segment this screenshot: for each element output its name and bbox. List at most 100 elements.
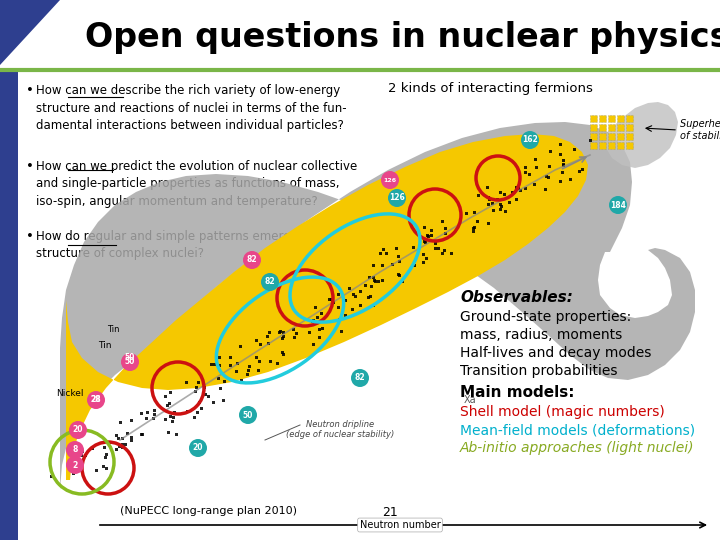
Bar <box>140 411 143 415</box>
Bar <box>487 222 490 225</box>
Bar <box>330 298 333 301</box>
Bar <box>210 363 212 367</box>
Bar <box>544 188 547 191</box>
Bar <box>218 356 221 359</box>
Circle shape <box>189 439 207 457</box>
Bar <box>152 417 155 421</box>
Bar <box>534 158 537 161</box>
Bar <box>390 263 394 266</box>
Circle shape <box>521 131 539 149</box>
Bar <box>372 276 375 279</box>
Bar <box>235 370 238 373</box>
Bar <box>524 166 527 169</box>
Bar <box>424 241 427 244</box>
Text: Main models:: Main models: <box>460 385 575 400</box>
Bar <box>338 319 341 321</box>
Text: (NuPECC long-range plan 2010): (NuPECC long-range plan 2010) <box>120 506 297 516</box>
Text: •: • <box>26 84 34 97</box>
Bar <box>427 235 430 238</box>
Circle shape <box>239 406 257 424</box>
Text: Transition probabilities: Transition probabilities <box>460 364 618 378</box>
Bar <box>437 247 440 250</box>
Bar <box>212 362 215 366</box>
Bar <box>193 416 196 419</box>
Text: Tin: Tin <box>99 341 112 349</box>
Bar <box>590 133 597 140</box>
Circle shape <box>66 456 84 474</box>
Bar <box>199 407 203 409</box>
Bar <box>114 435 117 437</box>
Bar <box>441 252 444 255</box>
Bar <box>153 409 156 412</box>
Bar <box>259 343 262 346</box>
Bar <box>373 279 376 282</box>
Bar <box>81 454 84 457</box>
Bar <box>218 363 221 367</box>
Bar <box>617 115 624 122</box>
Bar <box>434 247 437 250</box>
Bar <box>516 186 518 189</box>
Text: Ground-state properties:: Ground-state properties: <box>460 310 631 324</box>
Bar <box>617 124 624 131</box>
Bar <box>312 343 315 347</box>
Bar <box>382 248 384 251</box>
Bar <box>608 142 615 149</box>
Bar <box>608 133 615 140</box>
Bar <box>311 320 315 323</box>
Text: Tin: Tin <box>107 326 120 334</box>
Bar <box>130 419 133 422</box>
Bar <box>255 356 258 359</box>
Bar <box>359 291 362 293</box>
Bar <box>316 316 319 319</box>
Bar <box>450 252 454 255</box>
Bar <box>503 193 506 197</box>
Bar <box>276 362 279 364</box>
Bar <box>282 353 285 356</box>
Bar <box>169 391 172 394</box>
Bar <box>562 164 564 166</box>
Text: mass, radius, moments: mass, radius, moments <box>460 328 622 342</box>
Bar <box>153 413 156 416</box>
Bar <box>422 253 425 256</box>
Text: Ab-initio approaches (light nuclei): Ab-initio approaches (light nuclei) <box>460 441 695 455</box>
Bar <box>559 180 562 183</box>
Bar <box>105 453 108 456</box>
Bar <box>548 165 551 168</box>
Bar <box>569 178 572 181</box>
Bar <box>608 115 615 122</box>
Bar <box>352 293 356 296</box>
Bar <box>164 418 167 421</box>
Bar <box>126 432 129 435</box>
Bar <box>236 362 239 365</box>
Bar <box>282 335 285 339</box>
Bar <box>559 144 562 146</box>
Bar <box>504 210 507 213</box>
Bar <box>381 264 384 267</box>
Bar <box>374 280 377 283</box>
Bar <box>203 386 207 389</box>
Bar <box>314 306 317 309</box>
Bar <box>617 133 624 140</box>
Circle shape <box>87 391 105 409</box>
Circle shape <box>66 441 84 459</box>
Bar <box>229 356 232 359</box>
Bar <box>524 171 527 174</box>
Bar <box>430 230 433 232</box>
Bar <box>145 417 148 420</box>
Bar <box>590 115 597 122</box>
Bar <box>572 147 575 151</box>
Text: 126: 126 <box>389 193 405 202</box>
Bar <box>223 380 226 383</box>
Bar <box>76 456 78 459</box>
Text: 21: 21 <box>382 506 398 519</box>
Text: Proton number: Proton number <box>19 256 29 323</box>
Text: 126: 126 <box>384 178 397 183</box>
Bar <box>348 287 351 289</box>
Bar <box>171 416 174 420</box>
Bar <box>110 441 113 444</box>
Text: 20: 20 <box>73 426 84 435</box>
Bar <box>385 252 388 255</box>
Bar <box>359 304 362 307</box>
Bar <box>292 328 295 332</box>
Text: How can we predict the evolution of nuclear collective
and single-particle prope: How can we predict the evolution of nucl… <box>36 160 357 208</box>
